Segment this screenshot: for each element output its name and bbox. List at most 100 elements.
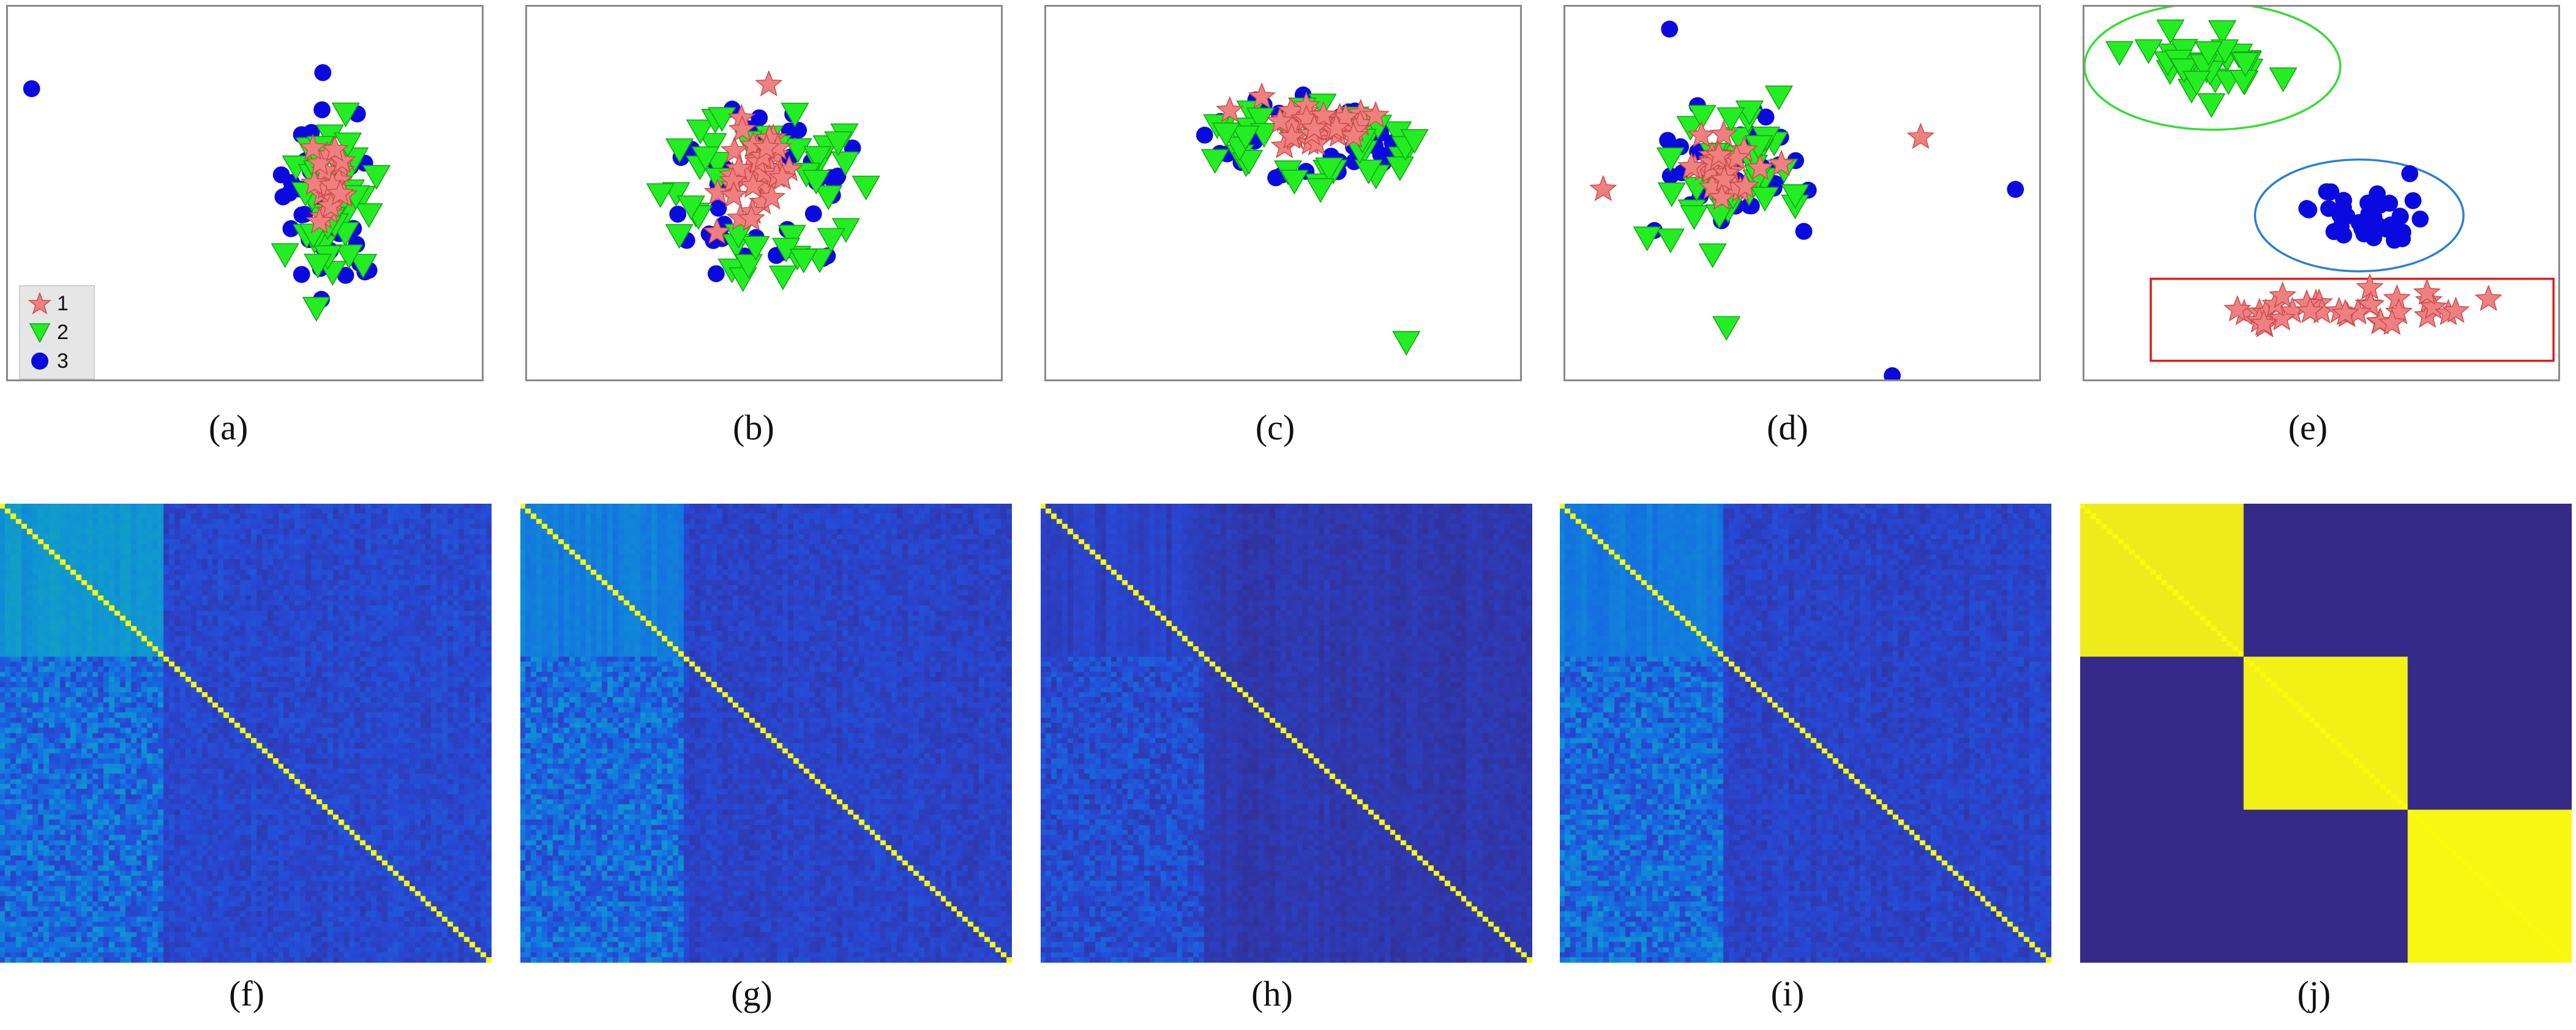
data-point-class-2 <box>665 138 694 163</box>
data-point-class-2 <box>1750 187 1780 212</box>
data-point-class-1 <box>752 133 781 160</box>
data-point-class-2 <box>1656 228 1685 253</box>
data-point-class-1 <box>2267 304 2296 331</box>
data-point-class-2 <box>2231 52 2260 77</box>
heatmap-canvas-g <box>520 504 1012 963</box>
data-point-class-2 <box>2105 41 2134 66</box>
data-point-class-1 <box>737 204 766 231</box>
data-point-class-3 <box>1661 20 1679 38</box>
data-point-class-1 <box>300 168 329 195</box>
data-point-class-2 <box>802 170 831 195</box>
data-point-class-1 <box>728 115 757 142</box>
data-point-class-2 <box>686 119 715 144</box>
data-point-class-1 <box>2441 296 2470 323</box>
data-point-class-2 <box>781 102 809 128</box>
data-point-class-1 <box>1707 184 1736 211</box>
data-point-class-1 <box>1687 121 1716 147</box>
data-point-class-3 <box>337 267 354 284</box>
data-point-class-2 <box>354 203 383 228</box>
scatter-plot-d <box>1563 5 2041 381</box>
data-point-class-2 <box>1385 156 1414 182</box>
data-point-class-3 <box>2394 230 2411 247</box>
data-point-class-1 <box>2384 297 2413 324</box>
data-point-class-3 <box>2411 211 2429 228</box>
data-point-class-2 <box>2156 19 2185 45</box>
heatmap-f <box>0 504 492 963</box>
data-point-class-3 <box>2392 207 2409 225</box>
data-point-class-2 <box>817 228 845 253</box>
data-point-class-2 <box>824 131 853 157</box>
data-point-class-2 <box>734 254 763 279</box>
data-point-class-2 <box>1735 100 1764 125</box>
data-point-class-3 <box>710 200 727 217</box>
data-point-class-3 <box>2007 181 2024 198</box>
heatmap-j <box>2080 504 2572 963</box>
data-point-class-3 <box>751 109 768 127</box>
data-point-class-3 <box>2298 200 2316 217</box>
data-point-class-2 <box>2269 67 2297 92</box>
data-point-class-1 <box>757 183 786 210</box>
data-point-class-2 <box>2197 93 2226 118</box>
data-point-class-2 <box>348 253 378 279</box>
data-point-class-2 <box>691 146 720 171</box>
data-point-class-2 <box>1306 178 1335 203</box>
data-point-class-2 <box>334 132 362 157</box>
data-point-class-2 <box>852 176 880 201</box>
data-point-class-3 <box>669 206 687 223</box>
data-point-class-2 <box>814 185 843 211</box>
data-point-class-1 <box>321 135 349 162</box>
data-point-class-2 <box>1698 243 1727 269</box>
caption-i: (i) <box>1770 974 1805 1013</box>
data-point-class-2 <box>362 165 391 190</box>
data-point-class-1 <box>2250 309 2278 336</box>
data-point-class-2 <box>2208 20 2237 45</box>
data-point-class-1 <box>326 179 354 206</box>
caption-a: (a) <box>208 408 249 447</box>
scatter-svg-e <box>2084 7 2555 362</box>
data-point-class-1 <box>1589 174 1617 201</box>
scatter-plot-e <box>2083 5 2560 381</box>
data-point-class-2 <box>1656 147 1685 173</box>
data-point-class-2 <box>698 133 727 158</box>
triangle-down-icon <box>29 323 51 343</box>
data-point-class-1 <box>755 70 783 97</box>
data-point-class-2 <box>299 223 328 248</box>
heatmap-canvas-h <box>1041 504 1532 963</box>
data-point-class-1 <box>739 131 768 158</box>
heatmap-canvas-f <box>0 504 492 963</box>
data-point-class-2 <box>1676 116 1705 141</box>
data-point-class-3 <box>707 265 725 283</box>
data-point-class-1 <box>1216 95 1244 122</box>
data-point-class-1 <box>1731 171 1759 198</box>
data-point-class-2 <box>784 138 812 163</box>
data-point-class-2 <box>304 253 332 279</box>
data-point-class-2 <box>708 107 736 132</box>
data-point-class-1 <box>1906 122 1935 149</box>
data-point-class-2 <box>2182 70 2211 96</box>
data-point-class-2 <box>2194 41 2223 66</box>
data-point-class-2 <box>1315 157 1344 182</box>
data-point-class-2 <box>768 265 798 291</box>
data-point-class-1 <box>739 171 767 198</box>
scatter-svg-b <box>646 70 880 293</box>
scatter-plot-b <box>525 5 1003 381</box>
scatter-svg-a <box>23 64 391 322</box>
data-point-class-2 <box>665 224 694 249</box>
data-point-class-3 <box>829 167 847 185</box>
data-point-class-3 <box>790 121 807 139</box>
data-point-class-2 <box>1392 330 1421 356</box>
data-point-class-1 <box>1746 154 1774 181</box>
data-point-class-1 <box>1300 113 1328 141</box>
heatmap-canvas-i <box>1560 504 2051 963</box>
data-point-class-2 <box>334 244 364 269</box>
data-point-class-1 <box>299 133 327 160</box>
data-point-class-3 <box>1659 132 1677 149</box>
data-point-class-2 <box>741 236 770 261</box>
data-point-class-1 <box>1266 106 1294 133</box>
circle-icon <box>31 353 48 370</box>
data-point-class-3 <box>1795 223 1813 240</box>
data-point-class-2 <box>1633 226 1661 252</box>
data-point-class-3 <box>281 184 298 202</box>
data-point-class-1 <box>703 217 731 245</box>
heatmap-g <box>520 504 1012 963</box>
